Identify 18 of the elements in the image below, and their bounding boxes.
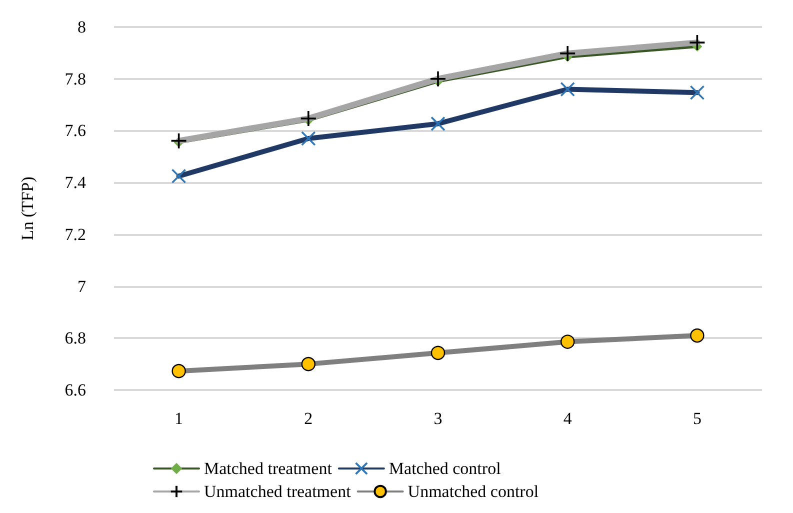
x-tick-label: 1	[174, 409, 184, 428]
x-tick-label: 2	[304, 409, 313, 428]
y-tick-label: 7.2	[64, 224, 86, 244]
legend-label: Unmatched treatment	[204, 482, 352, 501]
y-tick-label: 7.8	[64, 69, 86, 88]
legend-label: Matched control	[388, 459, 502, 478]
x-tick-label: 4	[563, 409, 572, 428]
y-tick-label: 7	[78, 276, 86, 296]
y-tick-label: 6.6	[64, 380, 86, 400]
legend-label: Matched treatment	[204, 459, 332, 478]
y-tick-label: 8	[78, 18, 86, 36]
y-tick-label: 6.8	[64, 328, 86, 348]
y-axis-title: Ln (TFP)	[18, 176, 37, 240]
legend-label: Unmatched control	[408, 482, 539, 501]
x-tick-label: 5	[692, 409, 702, 428]
x-tick-label: 3	[434, 409, 442, 428]
y-tick-label: 7.6	[64, 121, 86, 140]
y-tick-label: 7.4	[64, 173, 86, 192]
